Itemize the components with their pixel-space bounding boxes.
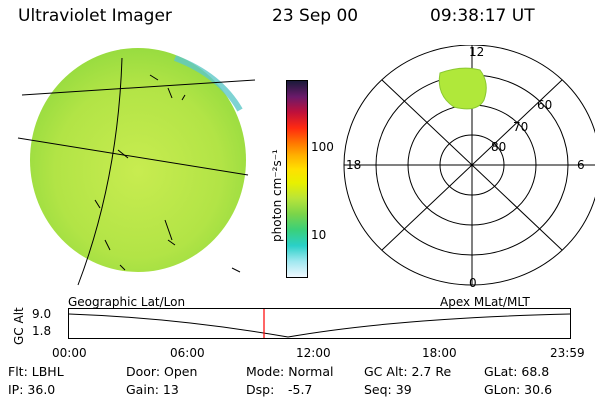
polar-label-0: 0 [469,276,477,290]
colorbar [286,80,308,278]
timeline-plot [68,308,571,339]
info-dsp-label: Dsp: [246,382,275,397]
polar-label-12: 12 [469,45,485,59]
xtick-1800: 18:00 [422,346,457,360]
limb-glow [173,55,243,112]
polar-label-6: 6 [577,158,585,172]
xtick-1200: 12:00 [296,346,331,360]
info-door: Door: Open [126,364,198,379]
coastlines [94,74,241,273]
time-label: 09:38:17 UT [430,6,535,26]
latitude-line-lower [17,137,249,176]
info-dsp-value: -5.7 [288,382,313,397]
info-glat: GLat: 68.8 [484,364,550,379]
info-glon: GLon: 30.6 [484,382,553,397]
xtick-0000: 00:00 [52,346,87,360]
altitude-curve [68,313,571,338]
latitude-line-upper [21,79,256,96]
timeline-ylabel: GC Alt [12,307,26,345]
polar-label-18: 18 [346,158,362,172]
xtick-2359: 23:59 [550,346,585,360]
apex-label: Apex MLat/MLT [440,295,530,309]
info-gain: Gain: 13 [126,382,179,397]
xtick-0600: 06:00 [170,346,205,360]
ytick-9: 9.0 [32,307,52,321]
earth-disk [30,48,246,272]
longitude-line [77,57,123,286]
date-label: 23 Sep 00 [272,6,359,26]
auroral-blob [438,67,487,110]
polar-lat-70: 70 [513,120,529,134]
polar-plot [343,45,595,286]
polar-lat-80: 80 [491,140,507,154]
colorbar-tick-10: 10 [311,228,327,242]
colorbar-label: photon cm⁻²s⁻¹ [270,149,284,242]
info-ip: IP: 36.0 [8,382,56,397]
info-flt: Flt: LBHL [8,364,64,379]
polar-lat-60: 60 [537,98,553,112]
colorbar-tick-100: 100 [311,140,334,154]
geographic-label: Geographic Lat/Lon [68,295,186,309]
geographic-image [17,48,256,286]
instrument-title: Ultraviolet Imager [18,6,172,26]
info-seq: Seq: 39 [364,382,412,397]
info-mode: Mode: Normal [246,364,334,379]
ytick-1-8: 1.8 [32,324,52,338]
info-gcalt: GC Alt: 2.7 Re [364,364,452,379]
